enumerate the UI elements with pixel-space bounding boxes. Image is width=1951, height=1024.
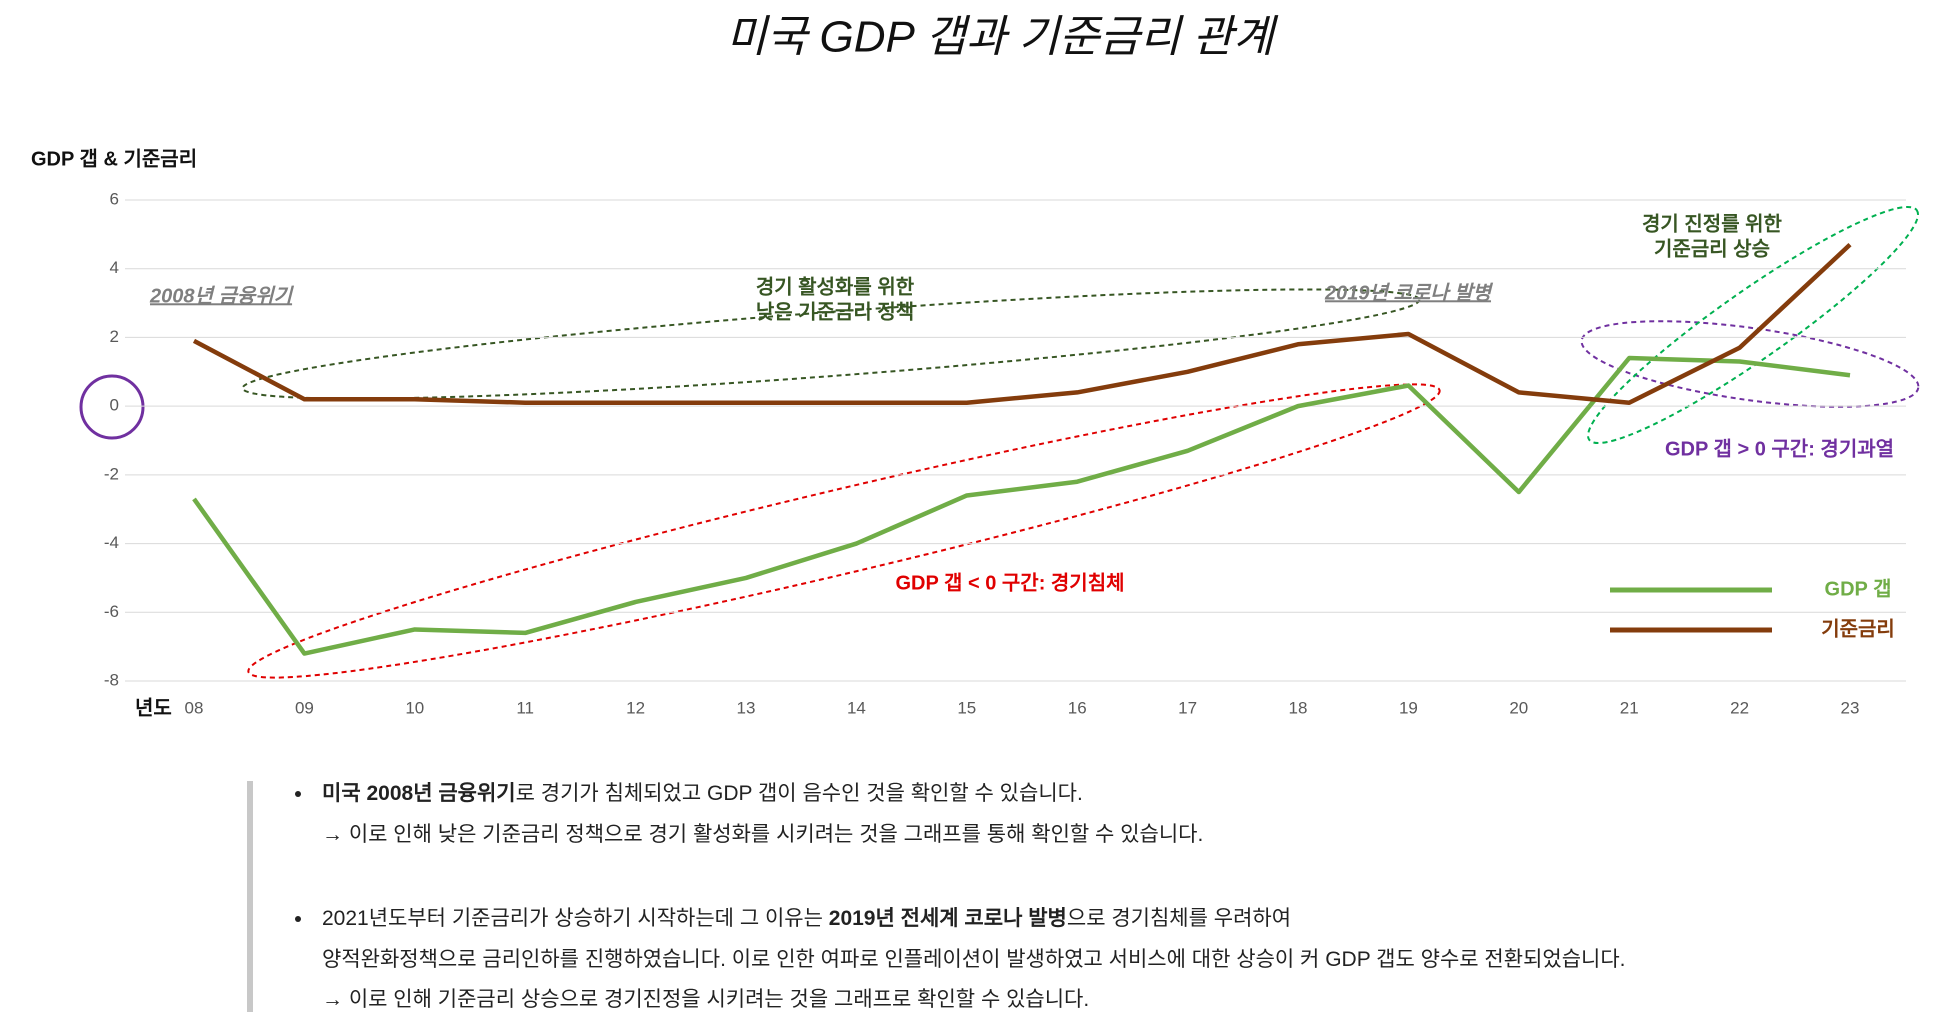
y-axis-label: GDP 갭 & 기준금리 xyxy=(31,147,197,170)
x-tick-label: 15 xyxy=(957,698,976,717)
x-tick-label: 16 xyxy=(1068,698,1087,717)
x-tick-label: 09 xyxy=(295,698,314,717)
highlight-ellipses xyxy=(241,205,1920,679)
note-text: 로 경기가 침체되었고 GDP 갭이 음수인 것을 확인할 수 있습니다. xyxy=(516,782,1083,805)
note-text: 양적완화정책으로 금리인하를 진행하였습니다. 이로 인한 여파로 인플레이션이… xyxy=(322,948,1626,971)
annotation: GDP 갭 > 0 구간: 경기과열 xyxy=(1665,437,1894,460)
legend-label: GDP 갭 xyxy=(1825,577,1892,600)
x-tick-label: 12 xyxy=(626,698,645,717)
zero-highlight xyxy=(79,374,145,440)
y-tick-label: 0 xyxy=(110,396,119,415)
ellipse xyxy=(247,383,1441,679)
x-tick-label: 17 xyxy=(1178,698,1197,717)
annotation: 2019년 코로나 발병 xyxy=(1324,282,1494,304)
bullet xyxy=(295,916,301,922)
y-tick-label: -2 xyxy=(104,464,119,483)
x-tick-label: 11 xyxy=(516,698,534,717)
y-tick-label: -4 xyxy=(104,533,119,552)
ellipse xyxy=(241,288,1421,400)
y-tick-label: 6 xyxy=(110,189,119,208)
series-line xyxy=(192,243,1852,405)
ellipse xyxy=(1580,320,1920,408)
x-tick-label: 18 xyxy=(1289,698,1308,717)
x-tick-label: 14 xyxy=(847,698,866,717)
ellipse xyxy=(1587,205,1919,445)
y-tick-label: 2 xyxy=(110,327,119,346)
note-bar xyxy=(247,781,253,1012)
x-tick-label: 21 xyxy=(1620,698,1639,717)
chart-title: 미국 GDP 갭과 기준금리 관계 xyxy=(726,13,1279,62)
note-text: 2021년도부터 기준금리가 상승하기 시작하는데 그 이유는 xyxy=(322,907,829,930)
y-tick-label: -6 xyxy=(104,602,119,621)
x-tick-label: 23 xyxy=(1841,698,1860,717)
note-line: → 이로 인해 낮은 기준금리 정책으로 경기 활성화를 시키려는 것을 그래프… xyxy=(322,823,1203,846)
note-line: 미국 2008년 금융위기로 경기가 침체되었고 GDP 갭이 음수인 것을 확… xyxy=(322,782,1083,805)
annotation: 기준금리 상승 xyxy=(1654,237,1770,260)
x-tick-label: 22 xyxy=(1730,698,1749,717)
annotation: 2008년 금융위기 xyxy=(149,285,295,307)
note-text: → 이로 인해 기준금리 상승으로 경기진정을 시키려는 것을 그래프로 확인할… xyxy=(322,988,1089,1011)
y-tick-label: 4 xyxy=(110,258,119,277)
x-tick-label: 10 xyxy=(405,698,424,717)
annotation: GDP 갭 < 0 구간: 경기침체 xyxy=(895,571,1124,594)
x-tick-label: 19 xyxy=(1399,698,1418,717)
legend-label: 기준금리 xyxy=(1821,617,1895,640)
annotation: 낮은 기준금리 정책 xyxy=(756,300,914,323)
note-line: 양적완화정책으로 금리인하를 진행하였습니다. 이로 인한 여파로 인플레이션이… xyxy=(322,948,1626,971)
x-tick-label: 20 xyxy=(1509,698,1528,717)
note-line: → 이로 인해 기준금리 상승으로 경기진정을 시키려는 것을 그래프로 확인할… xyxy=(322,988,1089,1011)
bullet xyxy=(295,791,301,797)
annotation: 경기 진정를 위한 xyxy=(1642,212,1783,235)
note-line: 2021년도부터 기준금리가 상승하기 시작하는데 그 이유는 2019년 전세… xyxy=(322,907,1291,930)
note-text: 2019년 전세계 코로나 발병 xyxy=(829,907,1067,930)
x-tick-label: 13 xyxy=(737,698,756,717)
annotation: 경기 활성화를 위한 xyxy=(756,275,915,298)
note-text: 미국 2008년 금융위기 xyxy=(322,782,516,805)
y-tick-label: -8 xyxy=(104,670,119,689)
note-text: 으로 경기침체를 우려하여 xyxy=(1067,907,1291,930)
x-tick-label: 08 xyxy=(185,698,204,717)
series-line xyxy=(192,355,1851,656)
x-axis-label: 년도 xyxy=(135,696,172,719)
note-text: → 이로 인해 낮은 기준금리 정책으로 경기 활성화를 시키려는 것을 그래프… xyxy=(322,823,1203,846)
